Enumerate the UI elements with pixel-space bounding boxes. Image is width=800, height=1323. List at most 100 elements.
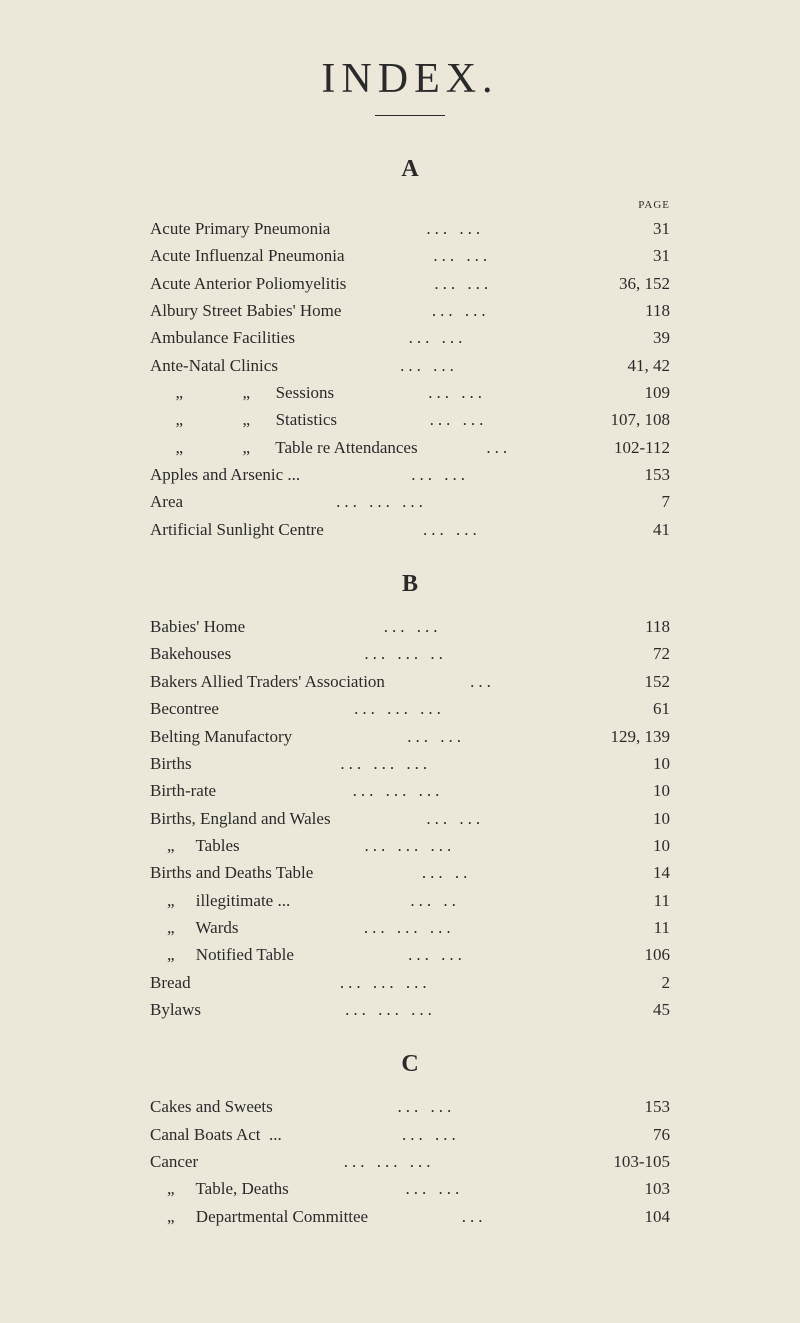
index-entry: Albury Street Babies' Home ... ... 118 bbox=[150, 298, 670, 324]
index-entry: „ Departmental Committee ... 104 bbox=[150, 1204, 670, 1230]
entry-dots: ... bbox=[470, 669, 495, 695]
entry-dots: ... ... ... bbox=[336, 489, 427, 515]
entry-page: 102-112 bbox=[580, 435, 670, 461]
entry-page: 31 bbox=[580, 216, 670, 242]
entry-dots: ... ... .. bbox=[364, 641, 447, 667]
entry-dots: ... ... ... bbox=[354, 696, 445, 722]
entry-page: 152 bbox=[580, 669, 670, 695]
entry-page: 2 bbox=[580, 970, 670, 996]
index-entry: Births ... ... ... 10 bbox=[150, 751, 670, 777]
entry-dots: ... ... bbox=[423, 517, 481, 543]
entry-dots: ... ... ... bbox=[344, 1149, 435, 1175]
entry-label: Acute Influenzal Pneumonia bbox=[150, 243, 345, 269]
index-entry: „ „ Table re Attendances ... 102-112 bbox=[150, 435, 670, 461]
index-entry: Acute Influenzal Pneumonia ... ... 31 bbox=[150, 243, 670, 269]
entry-page: 153 bbox=[580, 1094, 670, 1120]
entry-label: Babies' Home bbox=[150, 614, 245, 640]
entry-page: 39 bbox=[580, 325, 670, 351]
index-entry: Bread ... ... ... 2 bbox=[150, 970, 670, 996]
index-entry: Cancer ... ... ... 103-105 bbox=[150, 1149, 670, 1175]
entry-page: 36, 152 bbox=[580, 271, 670, 297]
page-header: PAGE bbox=[150, 199, 670, 211]
entry-page: 106 bbox=[580, 942, 670, 968]
index-entry: „ „ Statistics ... ... 107, 108 bbox=[150, 407, 670, 433]
entry-label: Acute Anterior Poliomyelitis bbox=[150, 271, 346, 297]
index-entry: Babies' Home ... ... 118 bbox=[150, 614, 670, 640]
entry-label: Acute Primary Pneumonia bbox=[150, 216, 330, 242]
index-entry: „ Wards ... ... ... 11 bbox=[150, 915, 670, 941]
entry-page: 103 bbox=[580, 1176, 670, 1202]
entry-dots: ... ... bbox=[426, 806, 484, 832]
index-entry: Bakers Allied Traders' Association ... 1… bbox=[150, 669, 670, 695]
entry-label: Ante-Natal Clinics bbox=[150, 353, 278, 379]
entry-label: Births bbox=[150, 751, 192, 777]
entry-dots: ... ... bbox=[409, 325, 467, 351]
entry-label: Births and Deaths Table bbox=[150, 860, 313, 886]
entry-dots: ... ... ... bbox=[340, 970, 431, 996]
entry-dots: ... ... bbox=[432, 298, 490, 324]
entry-dots: ... ... bbox=[384, 614, 442, 640]
entry-page: 107, 108 bbox=[580, 407, 670, 433]
entry-page: 10 bbox=[580, 833, 670, 859]
title-underline bbox=[375, 115, 445, 116]
entry-dots: ... ... bbox=[433, 243, 491, 269]
entry-dots: ... ... ... bbox=[353, 778, 444, 804]
entry-label: Bakehouses bbox=[150, 641, 231, 667]
index-entry: Births, England and Wales ... ... 10 bbox=[150, 806, 670, 832]
entry-label: Cakes and Sweets bbox=[150, 1094, 273, 1120]
index-entry: Artificial Sunlight Centre ... ... 41 bbox=[150, 517, 670, 543]
entry-label: Birth-rate bbox=[150, 778, 216, 804]
entry-label: Births, England and Wales bbox=[150, 806, 331, 832]
entry-page: 118 bbox=[580, 614, 670, 640]
entry-dots: ... ... ... bbox=[364, 833, 455, 859]
entry-dots: ... ... bbox=[405, 1176, 463, 1202]
index-entry: „ Table, Deaths ... ... 103 bbox=[150, 1176, 670, 1202]
entry-page: 10 bbox=[580, 778, 670, 804]
entry-label: Becontree bbox=[150, 696, 219, 722]
entry-page: 118 bbox=[580, 298, 670, 324]
entry-page: 129, 139 bbox=[580, 724, 670, 750]
index-entry: Birth-rate ... ... ... 10 bbox=[150, 778, 670, 804]
entry-page: 109 bbox=[580, 380, 670, 406]
entry-dots: ... ... ... bbox=[345, 997, 436, 1023]
index-entry: „ Notified Table ... ... 106 bbox=[150, 942, 670, 968]
entry-label: „ Departmental Committee bbox=[150, 1204, 368, 1230]
entry-label: „ Table, Deaths bbox=[150, 1176, 289, 1202]
entry-dots: ... .. bbox=[422, 860, 472, 886]
index-entry: „ „ Sessions ... ... 109 bbox=[150, 380, 670, 406]
entry-page: 104 bbox=[580, 1204, 670, 1230]
index-entry: „ Tables ... ... ... 10 bbox=[150, 833, 670, 859]
section-letter-c: C bbox=[150, 1051, 670, 1078]
index-entry: Cakes and Sweets ... ... 153 bbox=[150, 1094, 670, 1120]
index-entry: Ambulance Facilities ... ... 39 bbox=[150, 325, 670, 351]
entry-label: Belting Manufactory bbox=[150, 724, 292, 750]
index-entry: Ante-Natal Clinics ... ... 41, 42 bbox=[150, 353, 670, 379]
entry-page: 153 bbox=[580, 462, 670, 488]
entry-dots: ... ... ... bbox=[364, 915, 455, 941]
index-entry: Belting Manufactory ... ... 129, 139 bbox=[150, 724, 670, 750]
entry-page: 10 bbox=[580, 751, 670, 777]
entry-page: 11 bbox=[580, 888, 670, 914]
entry-label: „ Tables bbox=[150, 833, 240, 859]
entry-label: „ Notified Table bbox=[150, 942, 294, 968]
entry-label: Canal Boats Act ... bbox=[150, 1122, 282, 1148]
entry-page: 31 bbox=[580, 243, 670, 269]
index-entry: Becontree ... ... ... 61 bbox=[150, 696, 670, 722]
entry-label: Apples and Arsenic ... bbox=[150, 462, 300, 488]
entry-page: 41, 42 bbox=[580, 353, 670, 379]
entry-page: 45 bbox=[580, 997, 670, 1023]
entry-label: Bakers Allied Traders' Association bbox=[150, 669, 385, 695]
entry-dots: ... bbox=[462, 1204, 487, 1230]
index-entry: „ illegitimate ... ... .. 11 bbox=[150, 888, 670, 914]
entry-dots: ... ... bbox=[430, 407, 488, 433]
entry-label: „ „ Table re Attendances bbox=[150, 435, 418, 461]
entry-label: Bread bbox=[150, 970, 191, 996]
entry-page: 103-105 bbox=[580, 1149, 670, 1175]
entry-label: „ „ Sessions bbox=[150, 380, 334, 406]
entry-page: 72 bbox=[580, 641, 670, 667]
index-entry: Canal Boats Act ... ... ... 76 bbox=[150, 1122, 670, 1148]
entry-page: 14 bbox=[580, 860, 670, 886]
entry-label: „ Wards bbox=[150, 915, 239, 941]
entry-dots: ... ... ... bbox=[340, 751, 431, 777]
entry-dots: ... ... bbox=[400, 353, 458, 379]
